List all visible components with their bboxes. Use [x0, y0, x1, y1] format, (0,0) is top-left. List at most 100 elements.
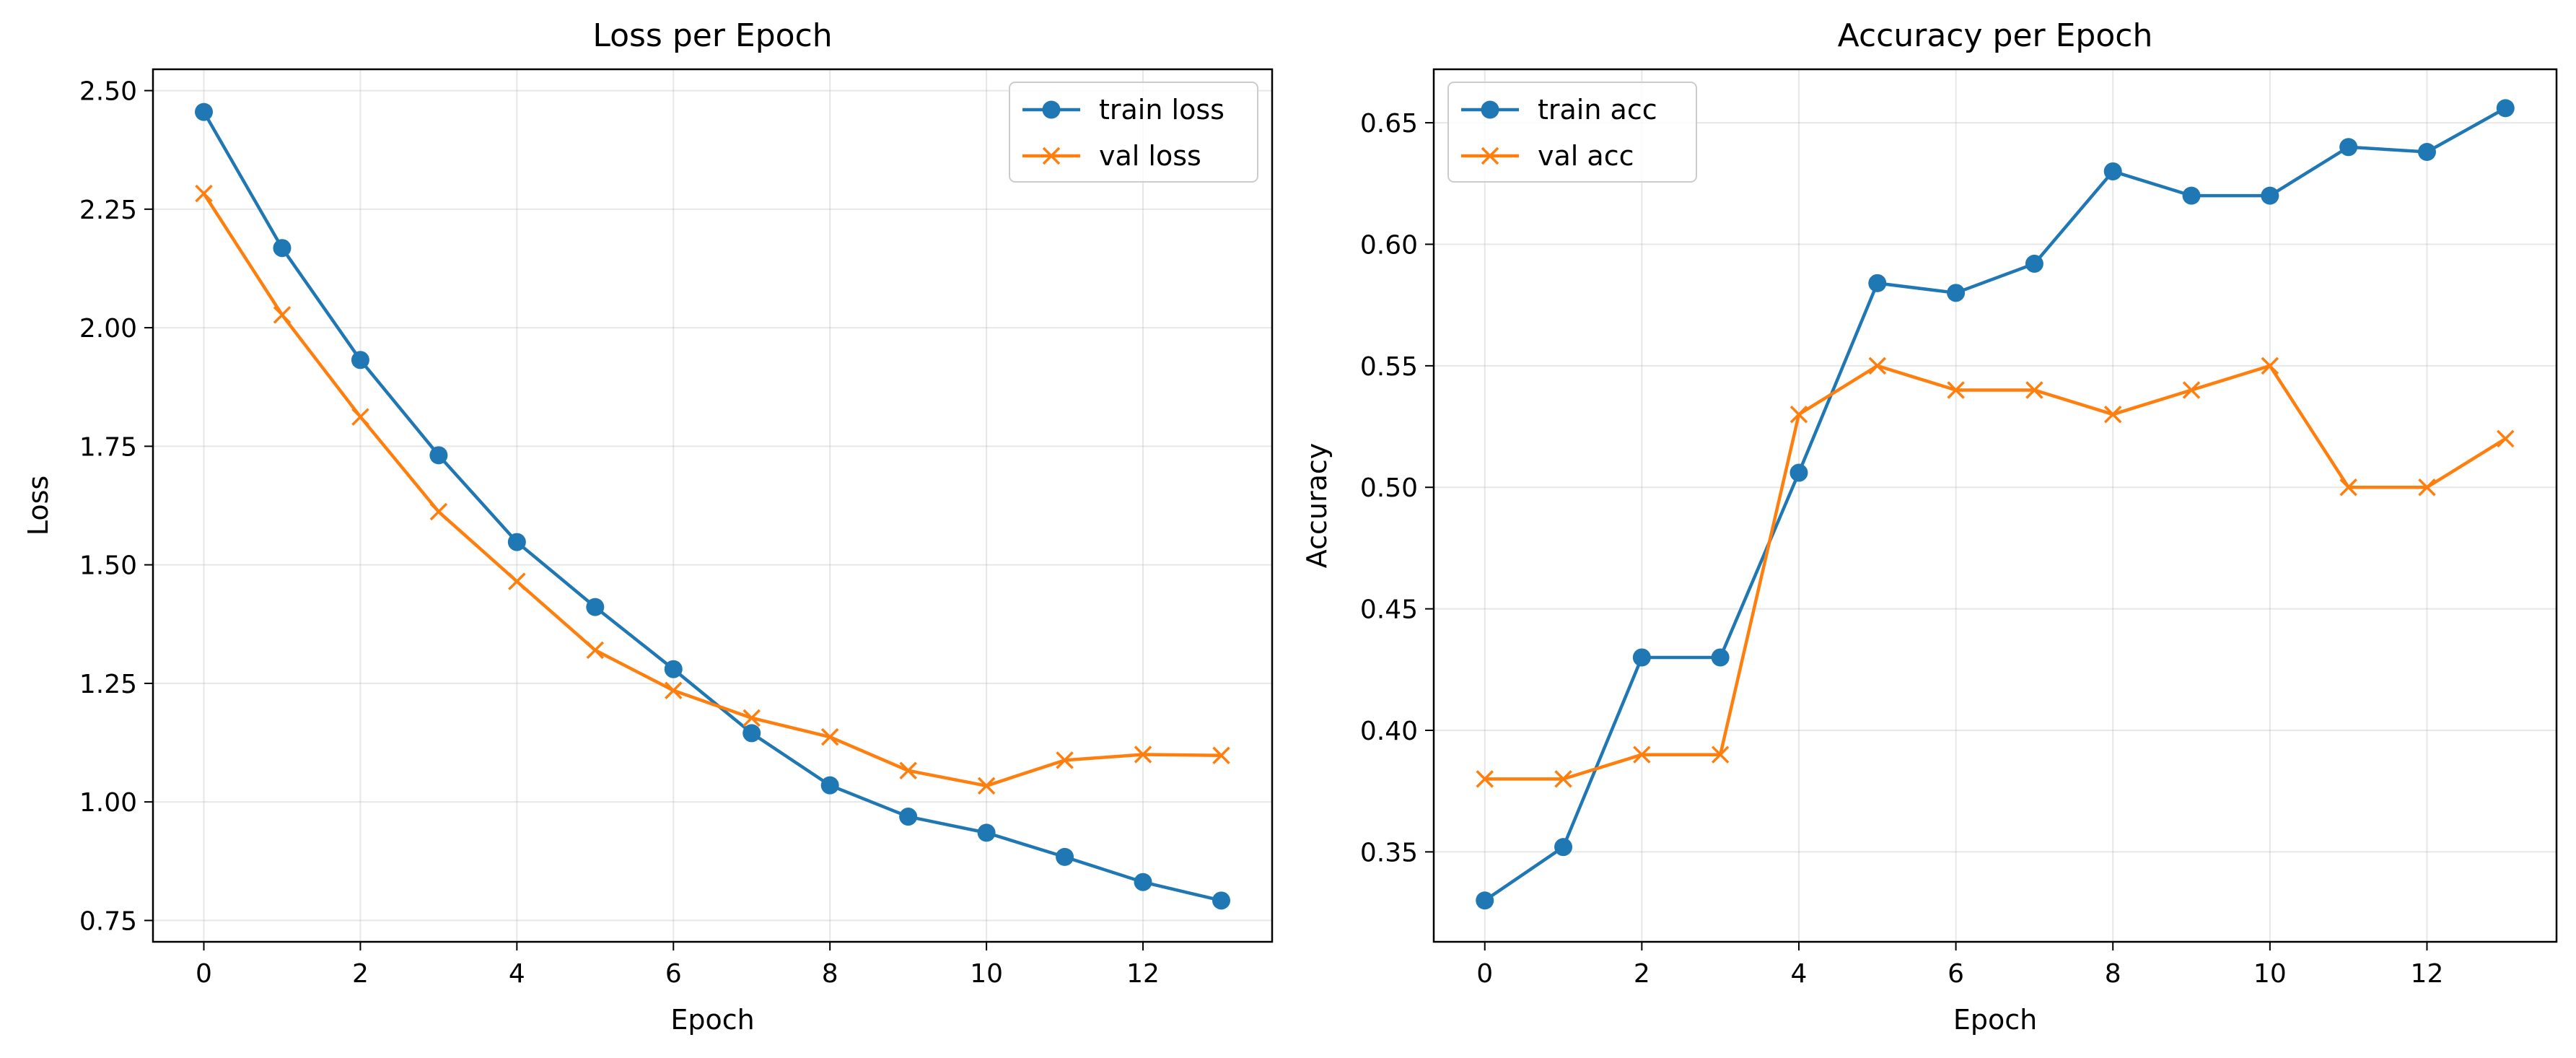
accuracy-train-acc-point: [1476, 891, 1494, 910]
loss-chart: 0 2 4 6 8 10 12 0.75 1.00 1.25 1.50 1.75 2.00 2.25 2.5…: [22, 17, 1274, 1036]
loss-y-tick-label: 2.50: [79, 77, 137, 107]
accuracy-x-tick-label: 0: [1476, 959, 1493, 989]
accuracy-train-acc-point: [1711, 648, 1730, 667]
accuracy-val-acc-point: [2025, 381, 2043, 399]
loss-val-loss-point: [665, 681, 683, 699]
accuracy-val-acc-point: [2261, 357, 2279, 375]
accuracy-x-tick-label: 4: [1791, 959, 1808, 989]
accuracy-train-acc-point: [2182, 186, 2201, 205]
loss-y-tick-label: 1.75: [79, 432, 137, 462]
accuracy-chart: 0 2 4 6 8 10 12 0.35 0.40 0.45 0.50 0.55 0.60 0.65 Ac…: [1301, 17, 2558, 1036]
loss-train-loss-point: [1212, 891, 1230, 910]
accuracy-x-tick-label: 10: [2253, 959, 2287, 989]
accuracy-train-acc-point: [1947, 284, 1966, 302]
loss-val-loss-point: [977, 777, 996, 795]
loss-train-loss-point: [429, 446, 448, 465]
accuracy-train-acc-point: [2339, 138, 2358, 157]
accuracy-val-acc-point: [1476, 770, 1494, 788]
accuracy-val-acc-point: [1633, 746, 1651, 764]
loss-val-loss-point: [1056, 751, 1074, 769]
accuracy-y-tick-label: 0.45: [1360, 595, 1418, 625]
accuracy-train-acc-point: [1554, 838, 1573, 857]
loss-x-tick-label: 0: [196, 959, 212, 989]
accuracy-y-tick-label: 0.65: [1360, 109, 1418, 139]
loss-train-loss-point: [586, 598, 605, 616]
accuracy-y-tick-label: 0.35: [1360, 838, 1418, 867]
accuracy-val-acc-point: [1947, 381, 1965, 399]
loss-y-tick-label: 1.50: [79, 551, 137, 581]
loss-train-loss-point: [1134, 873, 1152, 891]
accuracy-x-tick-label: 8: [2105, 959, 2121, 989]
accuracy-y-axis-label: Accuracy: [1301, 443, 1333, 569]
accuracy-x-axis-label: Epoch: [1953, 1004, 2037, 1036]
accuracy-train-acc-point: [2496, 99, 2515, 118]
accuracy-train-acc-point: [1789, 463, 1808, 482]
accuracy-val-acc-point: [1868, 357, 1887, 375]
loss-val-loss-point: [586, 641, 605, 660]
loss-val-loss-point: [899, 761, 917, 780]
accuracy-val-acc-point: [2339, 478, 2357, 497]
accuracy-val-acc-point: [1789, 405, 1808, 424]
loss-val-loss-point: [429, 502, 448, 521]
accuracy-legend-marker: [1481, 100, 1499, 119]
loss-val-loss-line: [202, 191, 1223, 788]
loss-val-loss-point: [1212, 746, 1230, 765]
loss-val-loss-point: [820, 727, 839, 746]
accuracy-x-tick-label: 2: [1634, 959, 1650, 989]
accuracy-legend-marker: [1481, 147, 1499, 165]
loss-val-loss-point: [351, 408, 369, 426]
loss-x-axis-label: Epoch: [670, 1004, 754, 1036]
loss-legend-marker: [1042, 147, 1061, 165]
loss-train-loss-point: [351, 351, 369, 370]
loss-legend-marker: [1042, 100, 1061, 119]
accuracy-train-acc-line: [1483, 106, 2507, 902]
loss-val-loss-point: [508, 572, 526, 590]
loss-legend-label: val loss: [1099, 140, 1201, 172]
accuracy-val-acc-point: [1711, 746, 1730, 764]
loss-y-tick-label: 2.00: [79, 314, 137, 344]
loss-val-loss-point: [195, 184, 213, 203]
accuracy-legend-label: train acc: [1538, 94, 1657, 126]
accuracy-x-tick-label: 6: [1948, 959, 1964, 989]
accuracy-plot-frame: [1432, 68, 2558, 943]
accuracy-val-acc-point: [2418, 478, 2436, 497]
loss-x-tick-label: 12: [1126, 959, 1160, 989]
accuracy-y-tick-label: 0.60: [1360, 230, 1418, 260]
accuracy-train-acc-point: [2025, 254, 2043, 273]
loss-train-loss-point: [977, 823, 996, 842]
loss-train-loss-point: [507, 533, 526, 551]
accuracy-legend: train acc val acc: [1447, 82, 1697, 183]
loss-x-tick-label: 4: [509, 959, 525, 989]
loss-chart-title: Loss per Epoch: [592, 17, 832, 54]
loss-train-loss-point: [899, 808, 918, 826]
loss-y-tick-label: 0.75: [79, 906, 137, 936]
loss-y-tick-label: 2.25: [79, 196, 137, 225]
accuracy-val-acc-point: [2182, 381, 2201, 399]
accuracy-val-acc-point: [2497, 429, 2515, 448]
loss-y-tick-label: 1.25: [79, 670, 137, 699]
loss-x-tick-label: 8: [822, 959, 838, 989]
accuracy-train-acc-point: [2103, 162, 2122, 180]
accuracy-chart-title: Accuracy per Epoch: [1838, 17, 2153, 54]
loss-val-loss-point: [1134, 746, 1152, 764]
loss-x-tick-label: 10: [970, 959, 1003, 989]
loss-train-loss-line: [202, 110, 1223, 903]
loss-x-tick-label: 2: [352, 959, 369, 989]
loss-y-axis-label: Loss: [22, 476, 54, 535]
accuracy-y-tick-label: 0.50: [1360, 473, 1418, 503]
loss-train-loss-point: [1056, 847, 1074, 866]
loss-train-loss-point: [742, 724, 761, 743]
accuracy-val-acc-point: [2103, 405, 2122, 424]
loss-legend: train loss val loss: [1009, 82, 1258, 183]
loss-train-loss-point: [195, 102, 213, 121]
loss-val-loss-point: [742, 709, 761, 727]
accuracy-y-tick-label: 0.40: [1360, 717, 1418, 746]
loss-legend-label: train loss: [1099, 94, 1225, 126]
loss-train-loss-point: [273, 239, 292, 258]
loss-plot-frame: [152, 68, 1274, 943]
accuracy-train-acc-point: [2261, 186, 2279, 205]
accuracy-train-acc-point: [2417, 143, 2436, 162]
accuracy-y-tick-label: 0.55: [1360, 352, 1418, 382]
accuracy-train-acc-point: [1868, 274, 1887, 292]
accuracy-val-acc-line: [1483, 364, 2507, 781]
